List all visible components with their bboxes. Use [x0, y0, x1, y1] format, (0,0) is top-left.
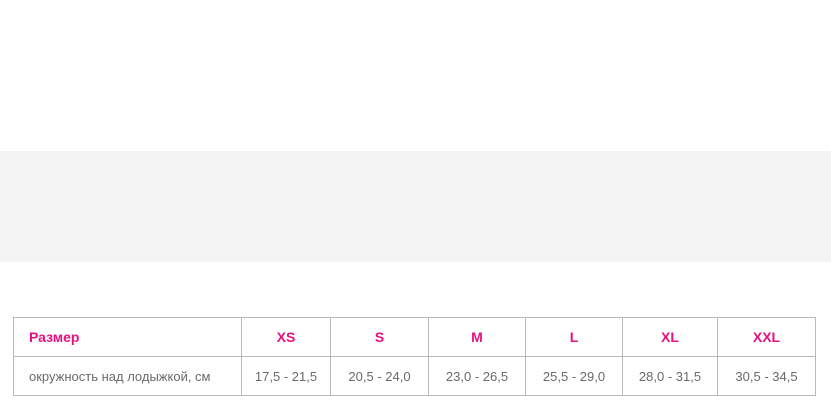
table-row: окружность над лодыжкой, см 17,5 - 21,5 … — [13, 356, 816, 396]
header-size-xs: XS — [241, 317, 331, 357]
size-chart-table: Размер XS S M L XL XXL окружность над ло… — [13, 317, 816, 396]
table-header-row: Размер XS S M L XL XXL — [13, 317, 816, 357]
header-size-xxl: XXL — [717, 317, 816, 357]
header-size-label: Размер — [13, 317, 242, 357]
cell-l: 25,5 - 29,0 — [525, 356, 623, 396]
cell-m: 23,0 - 26,5 — [428, 356, 526, 396]
cell-xl: 28,0 - 31,5 — [622, 356, 718, 396]
cell-xxl: 30,5 - 34,5 — [717, 356, 816, 396]
cell-s: 20,5 - 24,0 — [330, 356, 429, 396]
row-label: окружность над лодыжкой, см — [13, 356, 242, 396]
size-chart-panel: Размер XS S M L XL XXL окружность над ло… — [0, 151, 831, 396]
header-size-xl: XL — [622, 317, 718, 357]
header-size-s: S — [330, 317, 429, 357]
cell-xs: 17,5 - 21,5 — [241, 356, 331, 396]
header-size-m: M — [428, 317, 526, 357]
header-size-l: L — [525, 317, 623, 357]
